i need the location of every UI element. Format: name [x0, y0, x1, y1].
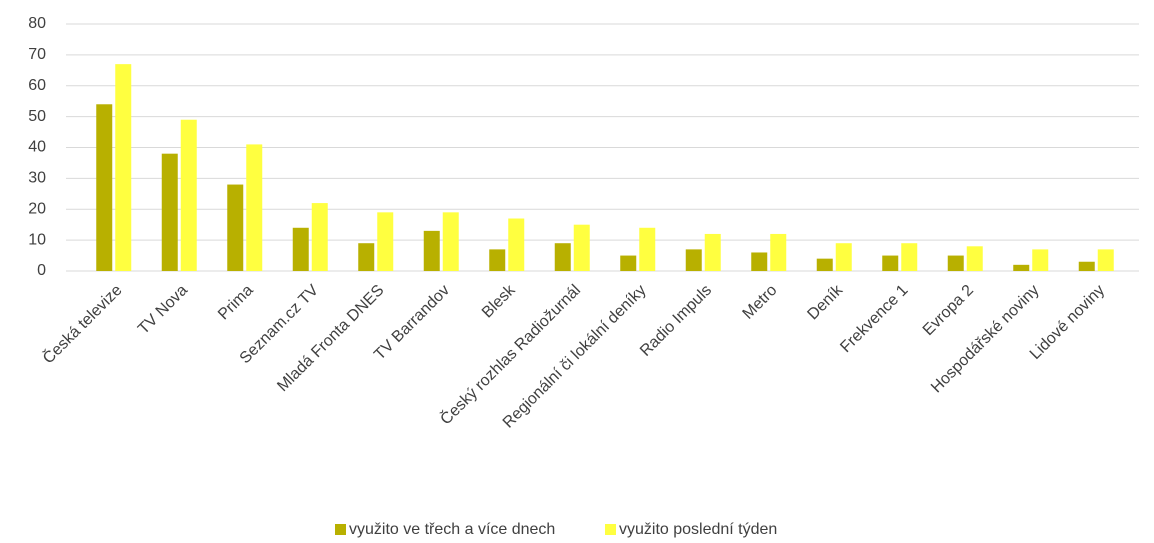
y-tick-label: 80 — [28, 15, 46, 32]
bar — [489, 249, 506, 271]
bar — [882, 255, 899, 271]
bar — [311, 203, 328, 271]
y-tick-label: 10 — [28, 231, 46, 248]
bar — [835, 243, 852, 271]
x-tick-label: Prima — [215, 282, 257, 324]
bar — [966, 246, 983, 271]
bar — [770, 233, 787, 271]
x-tick-label: Blesk — [479, 281, 519, 321]
bar — [442, 212, 459, 271]
bar — [96, 104, 113, 272]
y-tick-label: 70 — [28, 46, 46, 63]
x-tick-label: Český rozhlas Radiožurnál — [436, 280, 584, 428]
x-tick-label: Evropa 2 — [920, 282, 977, 339]
bar — [292, 227, 309, 271]
bar — [423, 230, 440, 271]
x-tick-label: Hospodářské noviny — [928, 282, 1043, 397]
legend-swatch — [605, 524, 616, 535]
bar — [751, 252, 768, 271]
x-tick-label: TV Nova — [135, 282, 191, 338]
bar — [639, 227, 656, 271]
bar — [1013, 264, 1030, 271]
x-tick-label: Deník — [804, 281, 846, 323]
bar — [1078, 261, 1095, 271]
y-tick-label: 0 — [37, 262, 46, 279]
bar — [1097, 249, 1114, 271]
bar — [901, 243, 918, 271]
bar — [816, 258, 833, 271]
y-tick-label: 20 — [28, 200, 46, 217]
x-tick-label: Frekvence 1 — [837, 282, 911, 356]
bar — [161, 153, 178, 271]
bar — [947, 255, 964, 271]
bar — [358, 243, 375, 271]
bar — [685, 249, 702, 271]
bar — [554, 243, 571, 271]
y-tick-label: 30 — [28, 170, 46, 187]
bar — [1032, 249, 1049, 271]
bar — [227, 184, 244, 271]
bar — [620, 255, 637, 271]
x-tick-label: Regionální či lokální deníky — [500, 282, 650, 432]
y-tick-label: 60 — [28, 77, 46, 94]
bar — [115, 64, 132, 271]
legend-swatch — [335, 524, 346, 535]
y-tick-label: 50 — [28, 108, 46, 125]
bar — [508, 218, 525, 271]
legend-label: využito ve třech a více dnech — [349, 521, 555, 538]
x-tick-label: Česká televize — [39, 280, 126, 367]
bar — [180, 119, 197, 272]
x-tick-label: Mladá Fronta DNES — [274, 282, 387, 395]
bar — [246, 144, 263, 271]
x-tick-label: Metro — [740, 282, 781, 323]
bar — [573, 224, 590, 271]
bar — [377, 212, 394, 271]
legend-label: využito poslední týden — [619, 521, 777, 538]
y-tick-label: 40 — [28, 139, 46, 156]
bar — [704, 233, 721, 271]
